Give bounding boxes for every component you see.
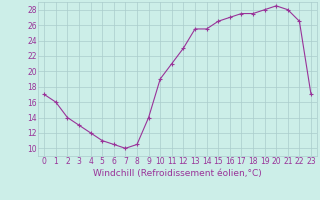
X-axis label: Windchill (Refroidissement éolien,°C): Windchill (Refroidissement éolien,°C) [93,169,262,178]
